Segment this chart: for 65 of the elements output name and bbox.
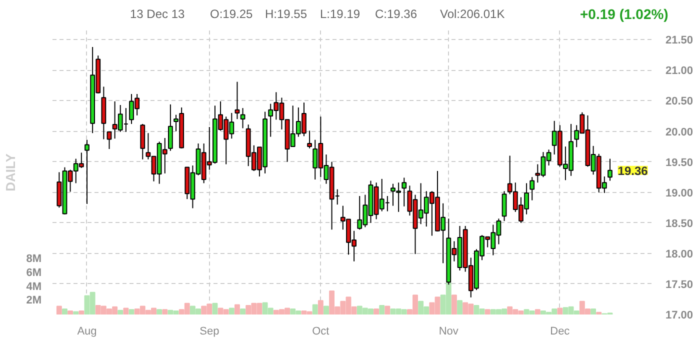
bar (374, 308, 380, 314)
bar (590, 308, 596, 314)
candlestick (240, 108, 246, 129)
text: H:19.55 (265, 6, 308, 23)
y-tick-label: 18.00 (666, 248, 694, 260)
text: 13 Dec 13 (130, 6, 185, 23)
bar (123, 308, 129, 314)
candlestick (234, 81, 240, 120)
bar (228, 308, 234, 314)
y-tick-label: 17.50 (666, 278, 694, 291)
text: L:19.19 (320, 6, 360, 23)
candlestick (168, 104, 173, 152)
bar (457, 300, 462, 314)
x-tick-label: Dec (550, 326, 570, 338)
bar (324, 306, 329, 314)
x-tick-label: Aug (77, 326, 97, 338)
y-tick-label: 21.00 (666, 65, 694, 78)
bar (234, 304, 240, 314)
bar (384, 306, 390, 314)
bar (451, 294, 457, 314)
bar (68, 310, 74, 314)
y2-tick-label: 4M (26, 280, 42, 293)
bar (240, 308, 246, 314)
bar (318, 300, 324, 314)
y2-tick-label: 8M (26, 253, 42, 266)
bar (557, 308, 563, 314)
bar (56, 306, 62, 314)
y2-tick-label: 6M (26, 266, 42, 279)
y-tick-label: 20.00 (666, 126, 694, 138)
candlestick (307, 130, 312, 149)
x-tick-label: Sep (200, 326, 220, 338)
y-tick-label: 20.50 (666, 96, 694, 108)
bar (312, 304, 318, 314)
bar (534, 309, 540, 314)
bar (73, 311, 79, 314)
text: O:19.25 (210, 6, 253, 23)
text: +0.19 (1.02%) (580, 5, 668, 24)
y-tick-label: 18.50 (666, 218, 694, 230)
bar (118, 310, 124, 314)
bar (62, 308, 68, 314)
text: Vol:206.01K (440, 6, 505, 23)
candlestick (608, 158, 612, 182)
bar (162, 309, 168, 314)
bar (379, 304, 385, 314)
y-tick-label: 17.00 (666, 310, 694, 322)
bar (78, 310, 84, 314)
candlestick (84, 139, 90, 204)
candlestick (530, 176, 535, 201)
x-tick-label: Nov (438, 326, 459, 338)
candlestick (402, 177, 407, 207)
candlestick (502, 190, 507, 222)
y2-tick-label: 2M (26, 294, 42, 307)
text: C:19.36 (375, 6, 418, 23)
y-tick-label: 19.50 (666, 156, 694, 169)
bar (596, 312, 602, 314)
bar (212, 302, 218, 314)
text: 19.36 (618, 164, 648, 178)
bar (484, 309, 490, 314)
x-tick-label: Oct (312, 326, 330, 338)
bar (156, 309, 162, 314)
bar (128, 309, 134, 314)
candlestick (106, 131, 112, 150)
y-tick-label: 21.50 (666, 34, 694, 47)
candlestick (140, 123, 146, 160)
y-tick-label: 19.00 (666, 187, 694, 200)
